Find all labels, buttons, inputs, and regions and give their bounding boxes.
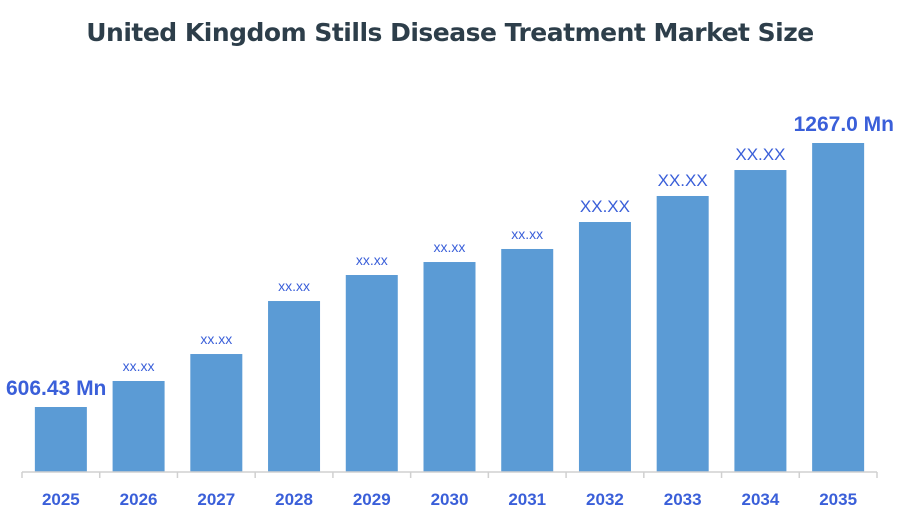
bar-2030 — [423, 262, 476, 472]
data-label: XX.XX — [658, 171, 708, 190]
chart-title: United Kingdom Stills Disease Treatment … — [86, 18, 814, 47]
bar-2028 — [268, 301, 321, 472]
bar-2031 — [501, 248, 554, 472]
bar-2033 — [656, 195, 709, 472]
x-tick-label: 2029 — [353, 490, 391, 509]
data-label: XX.XX — [735, 145, 785, 164]
bar-2032 — [578, 222, 631, 472]
data-label: XX.XX — [580, 197, 630, 216]
data-label: 606.43 Mn — [6, 377, 106, 400]
x-tick-label: 2031 — [508, 490, 546, 509]
x-tick-label: 2030 — [431, 490, 469, 509]
x-tick-label: 2028 — [275, 490, 313, 509]
data-label: xx.xx — [200, 331, 232, 347]
bar-2034 — [734, 170, 787, 472]
x-tick-label: 2025 — [42, 490, 80, 509]
bar-2025 — [34, 407, 87, 472]
data-label: xx.xx — [511, 226, 543, 242]
bar-2026 — [112, 380, 165, 472]
x-tick-label: 2033 — [664, 490, 702, 509]
bar-2029 — [345, 275, 398, 472]
x-tick-label: 2032 — [586, 490, 624, 509]
data-label: xx.xx — [123, 358, 155, 374]
x-tick-label: 2035 — [819, 490, 857, 509]
data-label: xx.xx — [356, 252, 388, 268]
bar-2035 — [812, 143, 865, 472]
bar-2027 — [190, 354, 243, 472]
data-label: 1267.0 Mn — [794, 113, 894, 136]
data-label: xx.xx — [434, 239, 466, 255]
x-tick-label: 2027 — [197, 490, 235, 509]
data-label: xx.xx — [278, 278, 310, 294]
x-tick-label: 2034 — [741, 490, 779, 509]
x-tick-label: 2026 — [120, 490, 158, 509]
